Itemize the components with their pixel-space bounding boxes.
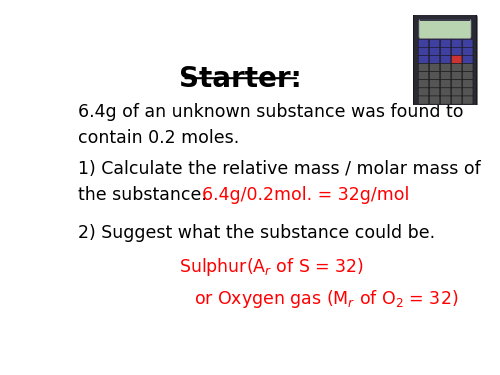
FancyBboxPatch shape	[440, 80, 451, 88]
Bar	[420, 19, 470, 21]
Text: Starter:: Starter:	[180, 65, 302, 93]
FancyBboxPatch shape	[452, 56, 462, 64]
FancyBboxPatch shape	[418, 47, 429, 56]
FancyBboxPatch shape	[430, 56, 440, 64]
FancyBboxPatch shape	[418, 64, 429, 72]
FancyBboxPatch shape	[462, 80, 473, 88]
FancyBboxPatch shape	[440, 56, 451, 64]
FancyBboxPatch shape	[462, 72, 473, 80]
FancyBboxPatch shape	[440, 64, 451, 72]
FancyBboxPatch shape	[452, 39, 462, 47]
FancyBboxPatch shape	[440, 39, 451, 47]
FancyBboxPatch shape	[418, 39, 429, 47]
FancyBboxPatch shape	[462, 64, 473, 72]
Text: 6.4g/0.2mol. = 32g/mol: 6.4g/0.2mol. = 32g/mol	[202, 186, 410, 204]
FancyBboxPatch shape	[462, 47, 473, 56]
FancyBboxPatch shape	[452, 80, 462, 88]
FancyBboxPatch shape	[418, 96, 429, 104]
Text: contain 0.2 moles.: contain 0.2 moles.	[78, 129, 239, 147]
FancyBboxPatch shape	[462, 96, 473, 104]
FancyBboxPatch shape	[452, 88, 462, 96]
Text: or Oxygen gas (M$_r$ of O$_2$ = 32): or Oxygen gas (M$_r$ of O$_2$ = 32)	[194, 288, 458, 309]
FancyBboxPatch shape	[418, 88, 429, 96]
FancyBboxPatch shape	[430, 64, 440, 72]
FancyBboxPatch shape	[418, 80, 429, 88]
FancyBboxPatch shape	[440, 72, 451, 80]
FancyBboxPatch shape	[462, 39, 473, 47]
FancyBboxPatch shape	[452, 72, 462, 80]
FancyBboxPatch shape	[440, 47, 451, 56]
FancyBboxPatch shape	[462, 56, 473, 64]
FancyBboxPatch shape	[418, 72, 429, 80]
Text: 1) Calculate the relative mass / molar mass of: 1) Calculate the relative mass / molar m…	[78, 160, 481, 178]
FancyBboxPatch shape	[430, 88, 440, 96]
FancyBboxPatch shape	[419, 20, 471, 38]
Text: Sulphur(A$_r$ of S = 32): Sulphur(A$_r$ of S = 32)	[179, 256, 364, 278]
Text: 2) Suggest what the substance could be.: 2) Suggest what the substance could be.	[78, 224, 435, 242]
Text: 6.4g of an unknown substance was found to: 6.4g of an unknown substance was found t…	[78, 103, 464, 121]
FancyBboxPatch shape	[430, 96, 440, 104]
FancyBboxPatch shape	[430, 39, 440, 47]
FancyBboxPatch shape	[413, 14, 477, 109]
FancyBboxPatch shape	[452, 64, 462, 72]
Text: the substance.: the substance.	[78, 186, 207, 204]
FancyBboxPatch shape	[418, 56, 429, 64]
FancyBboxPatch shape	[440, 96, 451, 104]
FancyBboxPatch shape	[452, 47, 462, 56]
FancyBboxPatch shape	[430, 80, 440, 88]
FancyBboxPatch shape	[462, 88, 473, 96]
FancyBboxPatch shape	[440, 88, 451, 96]
FancyBboxPatch shape	[430, 72, 440, 80]
FancyBboxPatch shape	[430, 47, 440, 56]
FancyBboxPatch shape	[452, 96, 462, 104]
